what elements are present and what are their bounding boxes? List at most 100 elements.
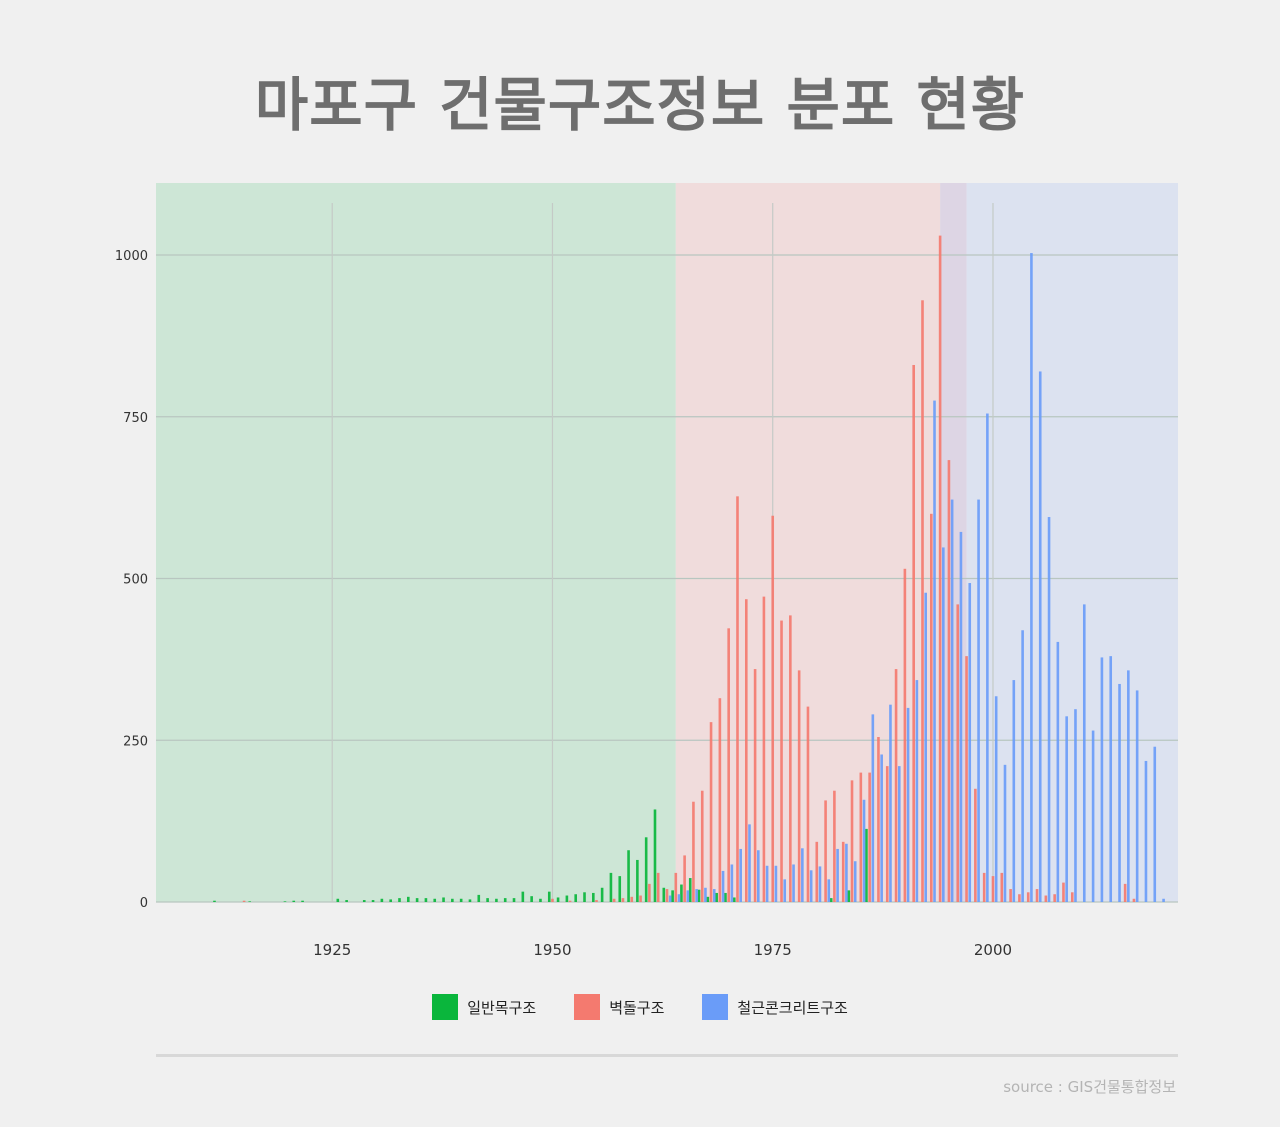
bar-brick <box>1132 898 1136 902</box>
bar-concrete <box>1153 746 1157 902</box>
bar-concrete <box>950 499 954 902</box>
bar-concrete <box>1038 371 1042 903</box>
bar-brick <box>797 670 801 902</box>
bar-concrete <box>1100 657 1104 902</box>
bar-concrete <box>836 848 839 902</box>
legend-swatch <box>432 994 459 1020</box>
bar-wood <box>556 897 560 902</box>
bar-concrete <box>853 861 857 902</box>
bar-concrete <box>897 766 901 902</box>
bar-concrete <box>1021 630 1024 902</box>
bar-brick <box>824 800 827 902</box>
bar-concrete <box>871 714 875 902</box>
bar-concrete <box>827 879 831 902</box>
bar-concrete <box>721 870 725 902</box>
bar-wood <box>592 892 595 902</box>
bar-brick <box>709 722 713 902</box>
bar-concrete <box>1012 680 1016 902</box>
bar-brick <box>991 876 995 902</box>
bar-brick <box>947 460 951 902</box>
bar-wood <box>512 898 516 902</box>
legend-label: 벽돌구조 <box>609 998 665 1017</box>
bar-wood <box>292 900 296 902</box>
bar-concrete <box>774 865 778 902</box>
bar-brick <box>744 599 748 902</box>
bar-concrete <box>1091 730 1095 902</box>
bar-brick <box>815 841 819 902</box>
bar-concrete <box>748 824 751 902</box>
bar-concrete <box>959 531 963 902</box>
bar-wood <box>865 828 868 902</box>
bar-brick <box>1000 872 1004 902</box>
bar-brick <box>727 628 730 902</box>
bar-brick <box>1009 889 1012 902</box>
legend-item: 일반목구조 <box>432 994 536 1020</box>
bar-wood <box>486 898 489 902</box>
bar-wood <box>415 898 419 902</box>
bar-concrete <box>809 870 813 902</box>
bar-brick <box>982 872 986 902</box>
legend-swatch <box>574 994 601 1020</box>
bar-concrete <box>942 547 945 902</box>
bar-wood <box>688 878 692 902</box>
bar-brick <box>736 496 739 902</box>
bar-wood <box>539 898 542 902</box>
bar-wood <box>653 809 657 902</box>
bar-concrete <box>818 866 822 902</box>
bar-wood <box>459 898 463 902</box>
x-tick-label: 2000 <box>974 941 1012 959</box>
bar-wood <box>662 887 666 902</box>
bar-brick <box>877 737 880 902</box>
bar-wood <box>301 900 304 902</box>
bar-concrete <box>792 864 795 902</box>
bar-wood <box>706 896 710 902</box>
bar-concrete <box>668 895 672 902</box>
bar-brick <box>648 883 651 902</box>
bar-concrete <box>977 499 980 902</box>
bar-concrete <box>968 583 972 902</box>
bar-concrete <box>1056 641 1060 902</box>
bars <box>213 235 1165 903</box>
legend-swatch <box>702 994 729 1020</box>
bar-wood <box>389 899 392 902</box>
bar-wood <box>609 872 613 902</box>
bar-concrete <box>801 848 804 902</box>
bar-concrete <box>906 707 910 902</box>
bar-concrete <box>1074 709 1077 902</box>
bar-concrete <box>695 889 698 902</box>
bar-wood <box>283 901 287 902</box>
bar-brick <box>630 896 634 902</box>
bar-brick <box>1018 894 1021 902</box>
bar-wood <box>600 887 604 902</box>
bar-concrete <box>783 879 787 902</box>
bar-brick <box>595 900 598 902</box>
bar-concrete <box>1162 898 1165 902</box>
bar-concrete <box>845 843 848 902</box>
bar-wood <box>644 837 648 902</box>
bar-brick <box>771 515 775 902</box>
bar-brick <box>242 900 246 902</box>
bar-concrete <box>1065 716 1068 902</box>
bar-brick <box>1123 883 1127 902</box>
bar-brick <box>780 620 783 902</box>
bar-wood <box>213 900 216 902</box>
source-note: source : GIS건물통합정보 <box>1003 1078 1176 1096</box>
bar-wood <box>618 876 622 902</box>
bar-wood <box>715 892 718 902</box>
bar-brick <box>868 772 871 902</box>
bar-wood <box>583 892 586 902</box>
bar-concrete <box>986 413 989 902</box>
bar-brick <box>903 568 907 902</box>
bar-brick <box>1053 894 1056 902</box>
bar-brick <box>692 801 695 902</box>
bar-brick <box>789 615 792 902</box>
bar-brick <box>859 772 863 902</box>
legend-item: 벽돌구조 <box>574 994 664 1020</box>
bar-concrete <box>757 850 760 902</box>
bar-brick <box>894 669 898 902</box>
bar-brick <box>612 898 616 902</box>
bar-concrete <box>1047 517 1051 902</box>
bar-brick <box>568 900 572 902</box>
bar-concrete <box>880 754 883 902</box>
